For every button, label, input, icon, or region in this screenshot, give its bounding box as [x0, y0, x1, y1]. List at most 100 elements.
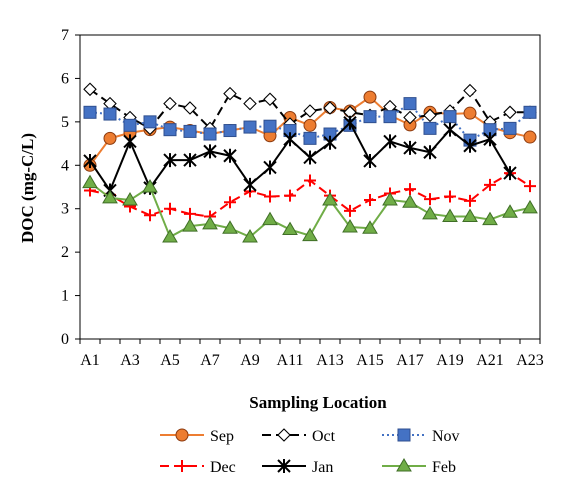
data-point-jan — [303, 150, 317, 165]
data-point-feb — [102, 189, 118, 204]
data-point-oct — [503, 105, 517, 120]
data-point-dec — [164, 202, 176, 215]
legend-marker-dec — [176, 460, 188, 472]
y-tick-label: 0 — [61, 331, 69, 348]
data-point-feb — [302, 227, 318, 242]
data-point-feb — [222, 220, 238, 234]
legend-label-nov: Nov — [432, 428, 460, 445]
data-point-nov — [183, 124, 197, 138]
data-point-nov — [423, 121, 437, 135]
y-axis-title: DOC (mg-C/L) — [18, 133, 37, 243]
data-point-dec — [444, 190, 456, 203]
data-point-jan — [123, 134, 137, 149]
data-point-dec — [364, 194, 376, 207]
legend-label-oct: Oct — [312, 428, 336, 445]
data-point-feb — [402, 194, 418, 208]
legend-marker-feb — [396, 458, 412, 472]
data-point-oct — [163, 96, 177, 111]
data-point-oct — [223, 86, 237, 101]
series-line-nov — [89, 102, 531, 142]
x-tick-label: A7 — [200, 352, 220, 369]
x-tick-label: A5 — [160, 352, 180, 369]
data-point-nov — [443, 110, 457, 124]
data-point-jan — [183, 153, 197, 168]
data-point-jan — [383, 134, 397, 149]
x-tick-label: A13 — [316, 352, 344, 369]
data-point-feb — [382, 192, 398, 206]
data-point-nov — [303, 131, 317, 145]
data-point-dec — [424, 193, 436, 206]
series-layer — [82, 82, 538, 243]
series-jan — [83, 115, 517, 198]
data-point-feb — [82, 174, 98, 189]
data-point-nov — [523, 105, 537, 119]
data-point-feb — [522, 199, 538, 214]
data-point-feb — [342, 218, 358, 233]
data-point-jan — [463, 138, 477, 153]
y-tick-label: 3 — [61, 201, 69, 218]
data-point-feb — [162, 228, 178, 243]
data-point-sep — [523, 130, 537, 144]
data-point-feb — [322, 192, 338, 206]
data-point-nov — [403, 97, 417, 111]
data-point-nov — [103, 107, 117, 121]
data-point-sep — [103, 131, 117, 145]
series-feb — [82, 174, 538, 243]
x-tick-label: A9 — [240, 352, 260, 369]
y-tick-label: 4 — [61, 157, 69, 174]
data-point-nov — [203, 127, 217, 141]
legend-label-dec: Dec — [210, 459, 236, 476]
x-tick-label: A21 — [476, 352, 504, 369]
data-point-nov — [263, 119, 277, 133]
data-point-feb — [242, 228, 258, 243]
data-point-dec — [304, 174, 316, 187]
data-point-feb — [422, 205, 438, 220]
data-point-sep — [463, 106, 477, 120]
data-point-dec — [404, 183, 416, 196]
data-point-jan — [203, 144, 217, 159]
data-point-nov — [223, 124, 237, 138]
data-point-jan — [443, 122, 457, 137]
data-point-oct — [183, 101, 197, 115]
x-tick-label: A1 — [80, 352, 100, 369]
data-point-dec — [184, 207, 196, 220]
data-point-oct — [403, 110, 417, 125]
data-point-oct — [243, 96, 257, 111]
data-point-feb — [362, 220, 378, 234]
legend-item-feb: Feb — [382, 458, 456, 476]
data-point-dec — [524, 180, 536, 193]
x-axis-title: Sampling Location — [249, 393, 387, 412]
legend: Sep Oct Nov Dec Jan Feb — [160, 428, 460, 476]
data-point-nov — [163, 123, 177, 137]
data-point-jan — [503, 166, 517, 181]
y-tick-label: 6 — [61, 70, 69, 87]
legend-marker-oct — [277, 428, 291, 442]
legend-marker-sep — [175, 428, 189, 442]
data-point-feb — [462, 208, 478, 223]
legend-item-sep: Sep — [160, 428, 234, 445]
data-point-feb — [122, 192, 138, 206]
y-tick-label: 2 — [61, 244, 69, 261]
data-point-dec — [264, 190, 276, 203]
data-point-nov — [503, 121, 517, 135]
y-tick-label: 5 — [61, 114, 69, 131]
y-tick-label: 7 — [61, 27, 69, 44]
data-point-nov — [383, 110, 397, 124]
data-point-dec — [484, 178, 496, 191]
legend-marker-jan — [277, 459, 291, 473]
data-point-jan — [403, 140, 417, 155]
data-point-dec — [144, 209, 156, 222]
data-point-oct — [263, 92, 277, 107]
data-point-jan — [163, 153, 177, 168]
data-point-nov — [83, 105, 97, 119]
y-axis: 0 1 2 3 4 5 6 7 — [61, 27, 80, 348]
x-axis: A1 A3 A5 A7 A9 A11 A13 A15 A17 A19 A21 A23 — [79, 339, 544, 369]
legend-item-jan: Jan — [262, 459, 333, 476]
legend-item-dec: Dec — [160, 459, 236, 476]
data-point-sep — [303, 118, 317, 132]
data-point-sep — [363, 90, 377, 104]
data-point-feb — [182, 218, 198, 232]
legend-item-nov: Nov — [382, 428, 460, 445]
x-tick-label: A23 — [516, 352, 544, 369]
